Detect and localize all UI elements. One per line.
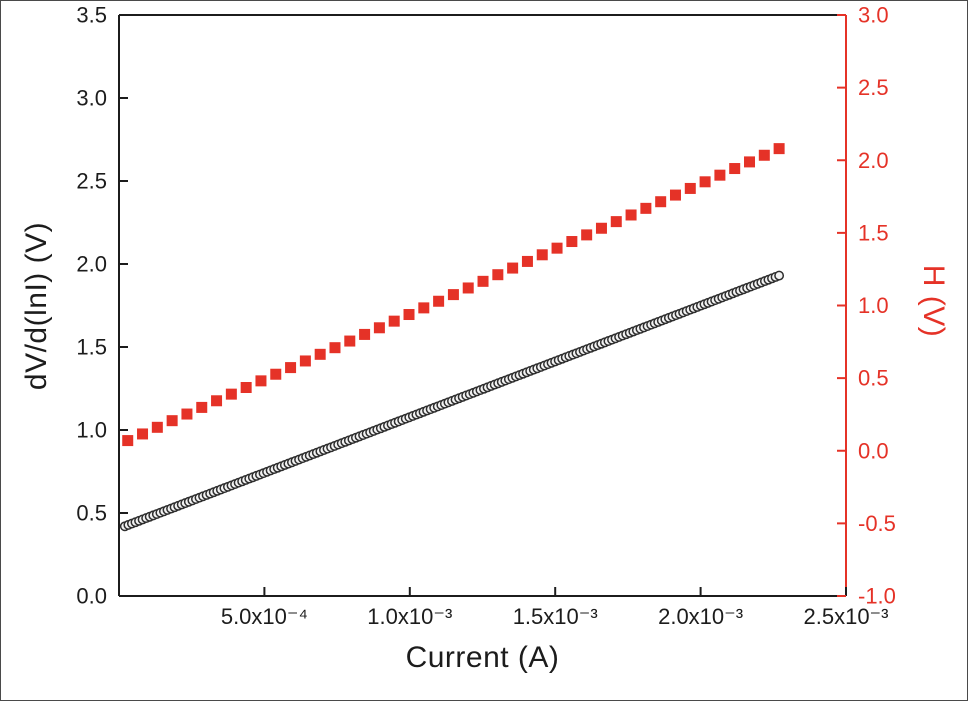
y-left-tick-label: 3.5 bbox=[76, 3, 107, 28]
data-point-square bbox=[729, 163, 741, 175]
data-point-square bbox=[551, 242, 563, 254]
data-point-square bbox=[699, 176, 711, 188]
data-point-square bbox=[329, 342, 341, 354]
data-point-square bbox=[240, 382, 252, 394]
data-point-square bbox=[492, 269, 504, 281]
data-point-square bbox=[581, 229, 593, 241]
y-right-tick-label: 2.5 bbox=[858, 75, 889, 100]
y-left-tick-label: 2.0 bbox=[76, 252, 107, 277]
data-point-square bbox=[462, 282, 474, 294]
y-left-tick-label: 1.0 bbox=[76, 418, 107, 443]
data-point-square bbox=[773, 143, 785, 155]
data-point-square bbox=[595, 222, 607, 234]
data-point-square bbox=[655, 196, 667, 208]
data-point-square bbox=[359, 328, 371, 340]
data-point-square bbox=[669, 189, 681, 201]
data-point-circle bbox=[774, 270, 785, 281]
data-point-square bbox=[344, 335, 356, 347]
y-axis-left-ticks: 0.0 0.5 1.0 1.5 2.0 2.5 3.0 3.5 bbox=[76, 3, 128, 609]
y-axis-right-ticks: -1.0 -0.5 0.0 0.5 1.0 1.5 2.0 2.5 3.0 bbox=[837, 3, 896, 609]
data-point-square bbox=[566, 236, 578, 248]
x-tick-label: 2.5x10⁻³ bbox=[804, 604, 889, 629]
y-left-tick-label: 1.5 bbox=[76, 335, 107, 360]
data-point-square bbox=[225, 388, 237, 400]
y-axis-label-right: H (V) bbox=[917, 264, 950, 338]
y-right-tick-label: 0.5 bbox=[858, 366, 889, 391]
y-right-tick-label: 1.5 bbox=[858, 220, 889, 245]
y-left-tick-label: 3.0 bbox=[76, 86, 107, 111]
data-point-square bbox=[418, 302, 430, 314]
data-point-square bbox=[403, 309, 415, 321]
x-tick-label: 2.0x10⁻³ bbox=[658, 604, 743, 629]
data-point-square bbox=[521, 255, 533, 267]
y-right-tick-label: 1.0 bbox=[858, 293, 889, 318]
series-circle bbox=[119, 270, 785, 532]
x-tick-label: 5.0x10⁻⁴ bbox=[221, 604, 308, 629]
data-point-square bbox=[640, 202, 652, 214]
x-axis-label: Current (A) bbox=[405, 641, 560, 674]
y-right-tick-label: 3.0 bbox=[858, 3, 889, 28]
data-point-square bbox=[373, 322, 385, 334]
y-left-tick-label: 2.5 bbox=[76, 169, 107, 194]
data-point-square bbox=[758, 149, 770, 161]
data-point-square bbox=[270, 368, 282, 380]
data-point-square bbox=[166, 415, 178, 427]
data-point-square bbox=[181, 408, 193, 420]
data-point-square bbox=[255, 375, 267, 387]
data-point-square bbox=[610, 216, 622, 228]
data-point-square bbox=[299, 355, 311, 367]
data-point-square bbox=[447, 289, 459, 301]
x-tick-label: 1.5x10⁻³ bbox=[513, 604, 598, 629]
data-point-square bbox=[388, 315, 400, 327]
data-point-square bbox=[211, 395, 223, 407]
data-point-square bbox=[625, 209, 637, 221]
data-point-square bbox=[314, 348, 326, 360]
data-point-square bbox=[684, 182, 696, 194]
y-right-tick-label: -0.5 bbox=[858, 511, 896, 536]
x-axis-ticks: 5.0x10⁻⁴ 1.0x10⁻³ 1.5x10⁻³ 2.0x10⁻³ 2.5x10⁻³ bbox=[221, 587, 889, 629]
y-right-tick-label: -1.0 bbox=[858, 584, 896, 609]
data-point-square bbox=[151, 421, 163, 433]
data-point-square bbox=[196, 401, 208, 413]
data-point-square bbox=[285, 362, 297, 374]
y-right-tick-label: 0.0 bbox=[858, 438, 889, 463]
data-point-square bbox=[433, 295, 445, 307]
data-point-square bbox=[744, 156, 756, 168]
data-point-square bbox=[536, 249, 548, 261]
series-square bbox=[122, 143, 785, 447]
x-tick-label: 1.0x10⁻³ bbox=[367, 604, 452, 629]
y-left-tick-label: 0.0 bbox=[76, 584, 107, 609]
data-point-square bbox=[122, 435, 134, 447]
y-axis-label-left: dV/d(lnI) (V) bbox=[20, 221, 53, 391]
data-point-square bbox=[714, 169, 726, 181]
data-point-square bbox=[477, 275, 489, 287]
y-left-tick-label: 0.5 bbox=[76, 501, 107, 526]
plot-frame bbox=[118, 14, 847, 597]
data-point-square bbox=[507, 262, 519, 274]
data-point-square bbox=[137, 428, 149, 440]
y-right-tick-label: 2.0 bbox=[858, 148, 889, 173]
